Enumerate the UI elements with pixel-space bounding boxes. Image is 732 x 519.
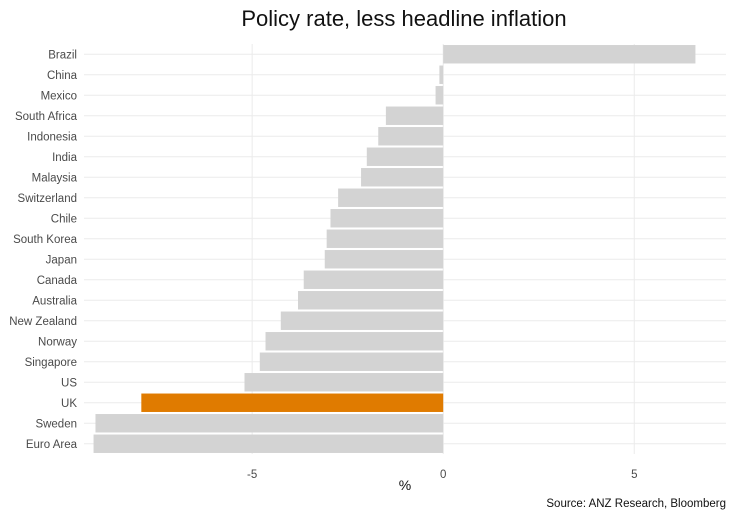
bar-singapore (259, 352, 444, 371)
bar-south-korea (326, 229, 444, 248)
chart-title: Policy rate, less headline inflation (241, 6, 567, 31)
bar-uk (141, 393, 444, 412)
bar-australia (298, 291, 444, 310)
category-label: Chile (51, 213, 77, 225)
category-label: New Zealand (9, 316, 77, 328)
bar-new-zealand (280, 311, 444, 330)
category-label: Canada (37, 275, 78, 287)
bar-canada (303, 270, 444, 289)
bar-china (439, 65, 444, 84)
category-label: Singapore (25, 357, 77, 369)
category-label: Australia (32, 295, 77, 307)
category-label: South Africa (15, 111, 78, 123)
source-note: Source: ANZ Research, Bloomberg (546, 498, 726, 510)
category-label: Indonesia (27, 131, 77, 143)
bar-indonesia (378, 127, 444, 146)
category-label: India (52, 152, 78, 164)
category-label: Euro Area (26, 439, 78, 451)
x-axis-label: % (399, 477, 411, 493)
bar-us (244, 373, 444, 392)
category-label: UK (61, 398, 77, 410)
x-tick-label: 0 (440, 469, 446, 481)
category-label: Mexico (41, 90, 77, 102)
bar-switzerland (338, 188, 444, 207)
bar-japan (324, 250, 444, 269)
bar-norway (265, 332, 444, 351)
category-label: Norway (38, 336, 77, 348)
x-tick-labels: -5 0 5 (247, 469, 637, 481)
category-labels: Brazil China Mexico South Africa Indonesia In… (9, 49, 77, 451)
category-label: Japan (46, 254, 77, 266)
bar-south-africa (385, 106, 444, 125)
bar-mexico (435, 86, 444, 105)
category-label: Sweden (35, 418, 77, 430)
category-label: Switzerland (18, 193, 77, 205)
bar-brazil (443, 45, 696, 64)
bar-sweden (95, 414, 444, 433)
bar-india (366, 147, 444, 166)
x-tick-label: -5 (247, 469, 257, 481)
bar-chile (330, 209, 444, 228)
bar-malaysia (361, 168, 444, 187)
x-tick-label: 5 (631, 469, 637, 481)
bar-layer (93, 45, 696, 453)
category-label: China (47, 70, 78, 82)
category-label: Brazil (48, 49, 77, 61)
bar-euro-area (93, 434, 444, 453)
category-label: Malaysia (32, 172, 78, 184)
category-label: US (61, 377, 77, 389)
grid-layer (84, 44, 726, 454)
category-label: South Korea (13, 234, 78, 246)
